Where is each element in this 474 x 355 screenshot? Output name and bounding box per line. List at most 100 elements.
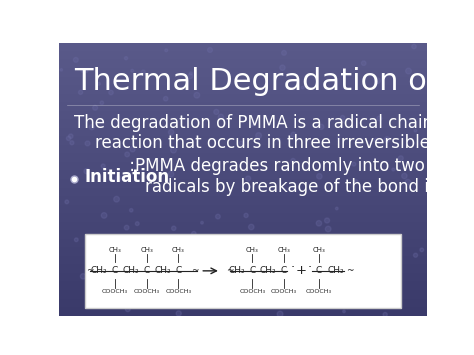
Point bbox=[84, 141, 91, 146]
Point bbox=[404, 179, 411, 185]
Point bbox=[171, 288, 179, 293]
Point bbox=[175, 275, 182, 281]
Point bbox=[254, 265, 261, 271]
Point bbox=[350, 161, 358, 167]
Point bbox=[73, 237, 80, 242]
Point bbox=[247, 224, 255, 230]
Point bbox=[128, 68, 136, 73]
Point bbox=[275, 283, 283, 289]
Point bbox=[206, 47, 214, 53]
Point bbox=[412, 252, 419, 258]
Point bbox=[256, 302, 264, 308]
Point bbox=[315, 220, 323, 226]
Point bbox=[390, 166, 397, 172]
Point bbox=[323, 285, 331, 291]
Point bbox=[155, 282, 163, 288]
Point bbox=[394, 266, 401, 271]
Point bbox=[316, 174, 323, 179]
Point bbox=[405, 68, 412, 74]
Point bbox=[410, 44, 418, 49]
Point bbox=[276, 311, 284, 317]
Point bbox=[318, 124, 325, 130]
Point bbox=[198, 220, 206, 225]
Point bbox=[373, 138, 380, 143]
Point bbox=[167, 171, 175, 177]
Point bbox=[91, 105, 99, 111]
Point bbox=[339, 115, 346, 120]
Point bbox=[170, 225, 178, 231]
Point bbox=[323, 218, 331, 223]
Point bbox=[229, 269, 237, 275]
Point bbox=[187, 71, 195, 76]
Point bbox=[113, 196, 120, 202]
Point bbox=[177, 269, 184, 275]
Point bbox=[159, 242, 166, 248]
Point bbox=[355, 140, 363, 146]
Point bbox=[324, 226, 332, 232]
Point bbox=[397, 155, 405, 161]
Point bbox=[175, 311, 182, 316]
Point bbox=[118, 248, 126, 253]
Point bbox=[162, 96, 170, 102]
Point bbox=[217, 114, 225, 120]
Point bbox=[134, 221, 141, 226]
Point bbox=[288, 260, 296, 266]
Point bbox=[335, 135, 343, 141]
Point bbox=[139, 69, 147, 75]
Point bbox=[374, 78, 381, 83]
Point bbox=[338, 119, 346, 124]
Point bbox=[280, 50, 288, 56]
Point bbox=[63, 199, 71, 205]
Point bbox=[151, 288, 158, 294]
Point bbox=[77, 89, 84, 95]
Point bbox=[79, 273, 87, 279]
Point bbox=[214, 214, 222, 219]
Point bbox=[100, 213, 108, 218]
Point bbox=[193, 92, 201, 98]
Point bbox=[307, 248, 314, 254]
Point bbox=[98, 100, 106, 105]
Point bbox=[237, 140, 245, 146]
Point bbox=[360, 60, 367, 66]
Point bbox=[273, 299, 281, 305]
Point bbox=[82, 68, 90, 73]
Point bbox=[129, 147, 137, 152]
Point bbox=[100, 163, 107, 169]
Point bbox=[340, 308, 348, 314]
Point bbox=[418, 247, 426, 253]
Point bbox=[255, 133, 263, 138]
Point bbox=[389, 241, 396, 246]
Point bbox=[115, 176, 122, 181]
Point bbox=[352, 179, 360, 184]
Point bbox=[79, 67, 86, 73]
Point bbox=[107, 90, 115, 95]
Point bbox=[72, 57, 80, 63]
Point bbox=[237, 248, 245, 254]
Text: :PMMA degrades randomly into two
    radicals by breakage of the bond in the  po: :PMMA degrades randomly into two radical… bbox=[124, 157, 474, 196]
Point bbox=[68, 140, 76, 146]
Point bbox=[242, 213, 250, 218]
FancyBboxPatch shape bbox=[85, 234, 401, 308]
Point bbox=[344, 303, 352, 309]
Point bbox=[248, 121, 256, 127]
Point bbox=[411, 128, 419, 133]
Point bbox=[57, 67, 65, 73]
Point bbox=[275, 137, 283, 142]
Point bbox=[361, 280, 369, 286]
Point bbox=[128, 207, 135, 213]
Point bbox=[170, 147, 177, 153]
Point bbox=[245, 176, 252, 181]
Point bbox=[289, 158, 297, 163]
Point bbox=[384, 251, 392, 257]
Point bbox=[65, 136, 73, 141]
Point bbox=[290, 132, 297, 137]
Point bbox=[351, 236, 358, 242]
Point bbox=[212, 109, 220, 115]
Point bbox=[299, 85, 306, 91]
Point bbox=[353, 247, 360, 253]
Point bbox=[262, 252, 269, 257]
Point bbox=[123, 152, 131, 157]
Point bbox=[123, 225, 130, 230]
Point bbox=[124, 306, 132, 312]
Text: Initiation: Initiation bbox=[85, 168, 170, 186]
